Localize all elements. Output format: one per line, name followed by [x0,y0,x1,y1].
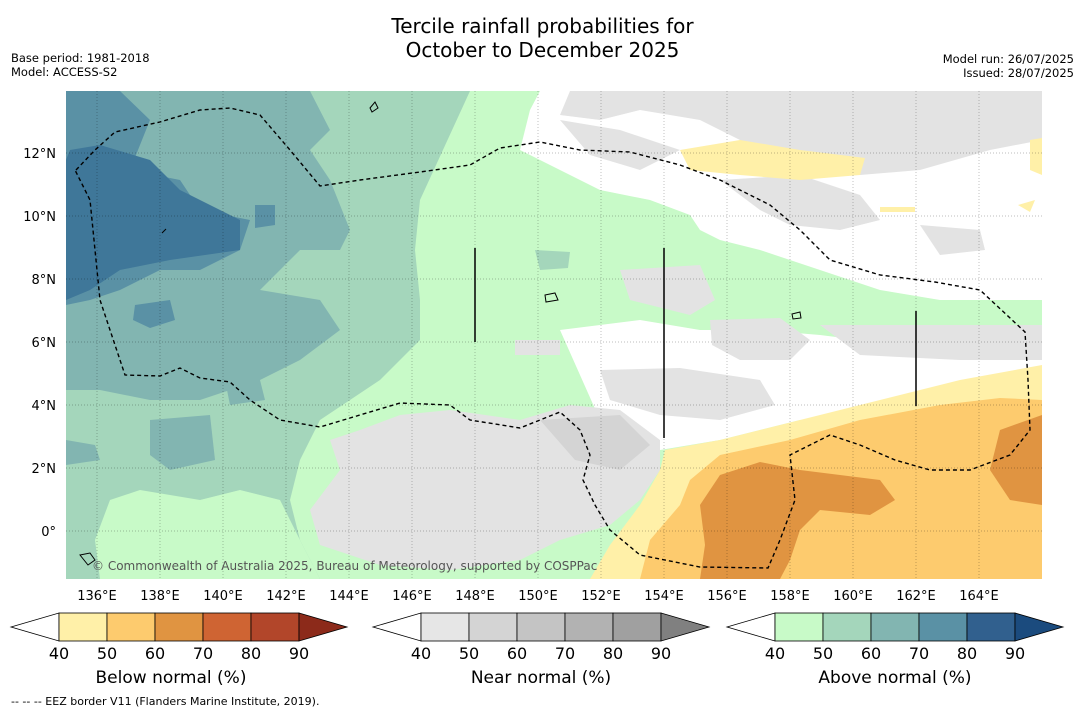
colorbar-tick: 60 [507,644,527,663]
below-normal-title: Below normal (%) [95,668,247,688]
map-title: Tercile rainfall probabilities for Octob… [0,14,1085,62]
lon-label: 158°E [770,589,810,604]
lat-label: 2°N [32,462,57,477]
colorbar-segment [660,612,711,642]
below-colorbar: 40 50 60 70 80 90 [9,612,349,663]
near-normal-title: Near normal (%) [470,668,612,688]
colorbar-segment [822,612,872,642]
lat-label: 4°N [32,399,57,414]
islands [79,101,802,566]
colorbar-tick: 90 [1005,644,1025,663]
colorbar-segment [468,612,518,642]
colorbar-segment [1014,612,1065,642]
lon-label: 140°E [203,589,243,604]
colorbar-segment [564,612,614,642]
lon-label: 136°E [77,589,117,604]
eez-borders [73,107,1031,569]
lon-label: 152°E [581,589,621,604]
colorbar-segment [612,612,662,642]
colorbar-tick: 40 [411,644,431,663]
lat-label: 6°N [32,336,57,351]
colorbar-tick: 60 [861,644,881,663]
base-period: Base period: 1981-2018 [11,51,150,65]
lon-label: 146°E [392,589,432,604]
colorbar-tick: 60 [145,644,165,663]
lon-label: 164°E [959,589,999,604]
lon-label: 162°E [896,589,936,604]
lon-label: 150°E [518,589,558,604]
colorbar-tick: 40 [765,644,785,663]
lon-label: 144°E [329,589,369,604]
colorbar-segment [725,612,776,642]
colorbar-segment [106,612,156,642]
title-line-1: Tercile rainfall probabilities for [391,14,694,38]
colorbar-segment [58,612,108,642]
lon-label: 138°E [140,589,180,604]
colorbar-segment [154,612,204,642]
colorbar-tick: 50 [459,644,479,663]
lon-label: 148°E [455,589,495,604]
model-run: Model run: 26/07/2025 [942,52,1074,66]
lat-label: 8°N [32,273,57,288]
issued-date: Issued: 28/07/2025 [963,66,1074,80]
lon-label: 142°E [266,589,306,604]
colorbar-segment [966,612,1016,642]
colorbar-segment [371,612,422,642]
colorbar-segment [774,612,824,642]
colorbar-tick: 50 [813,644,833,663]
colorbar-tick: 80 [241,644,261,663]
colorbar-tick: 40 [49,644,69,663]
colorbar-segment [918,612,968,642]
colorbar-segment [420,612,470,642]
colorbar-segment [250,612,300,642]
colorbar-tick: 70 [909,644,929,663]
colorbar-segment [202,612,252,642]
probability-map [66,91,1042,579]
colorbar-tick: 90 [289,644,309,663]
model-name: Model: ACCESS-S2 [11,65,118,79]
lon-label: 156°E [707,589,747,604]
title-line-2: October to December 2025 [405,38,680,62]
colorbar-tick: 90 [651,644,671,663]
lon-label: 160°E [833,589,873,604]
near-colorbar: 40 50 60 70 80 90 [371,612,711,663]
lines [474,248,917,438]
above-normal-title: Above normal (%) [818,668,972,688]
colorbars: 40 50 60 70 80 90 40 50 60 70 80 90 40 50 60 70 80 90 [9,612,1065,663]
colorbar-segment [9,612,60,642]
longitude-labels: 136°E 138°E 140°E 142°E 144°E 146°E 148°E 150°E… [77,589,999,604]
lat-label: 0° [41,525,56,540]
lat-label: 12°N [23,147,56,162]
colorbar-tick: 70 [193,644,213,663]
model-info: Base period: 1981-2018 Model: ACCESS-S2 [11,51,150,79]
colorbar-segment [870,612,920,642]
lat-label: 10°N [23,210,56,225]
eez-footnote: -- -- -- EEZ border V11 (Flanders Marine… [11,695,320,708]
lon-label: 154°E [644,589,684,604]
colorbar-tick: 70 [555,644,575,663]
colorbar-segment [298,612,349,642]
colorbar-segment [516,612,566,642]
colorbar-tick: 80 [603,644,623,663]
run-info: Model run: 26/07/2025 Issued: 28/07/2025 [943,52,1074,80]
colorbar-tick: 80 [957,644,977,663]
gridlines [66,91,1042,579]
colorbar-tick: 50 [97,644,117,663]
above-colorbar: 40 50 60 70 80 90 [725,612,1065,663]
latitude-labels: 12°N 10°N 8°N 6°N 4°N 2°N 0° [23,147,56,540]
copyright-text: © Commonwealth of Australia 2025, Bureau… [92,559,597,573]
